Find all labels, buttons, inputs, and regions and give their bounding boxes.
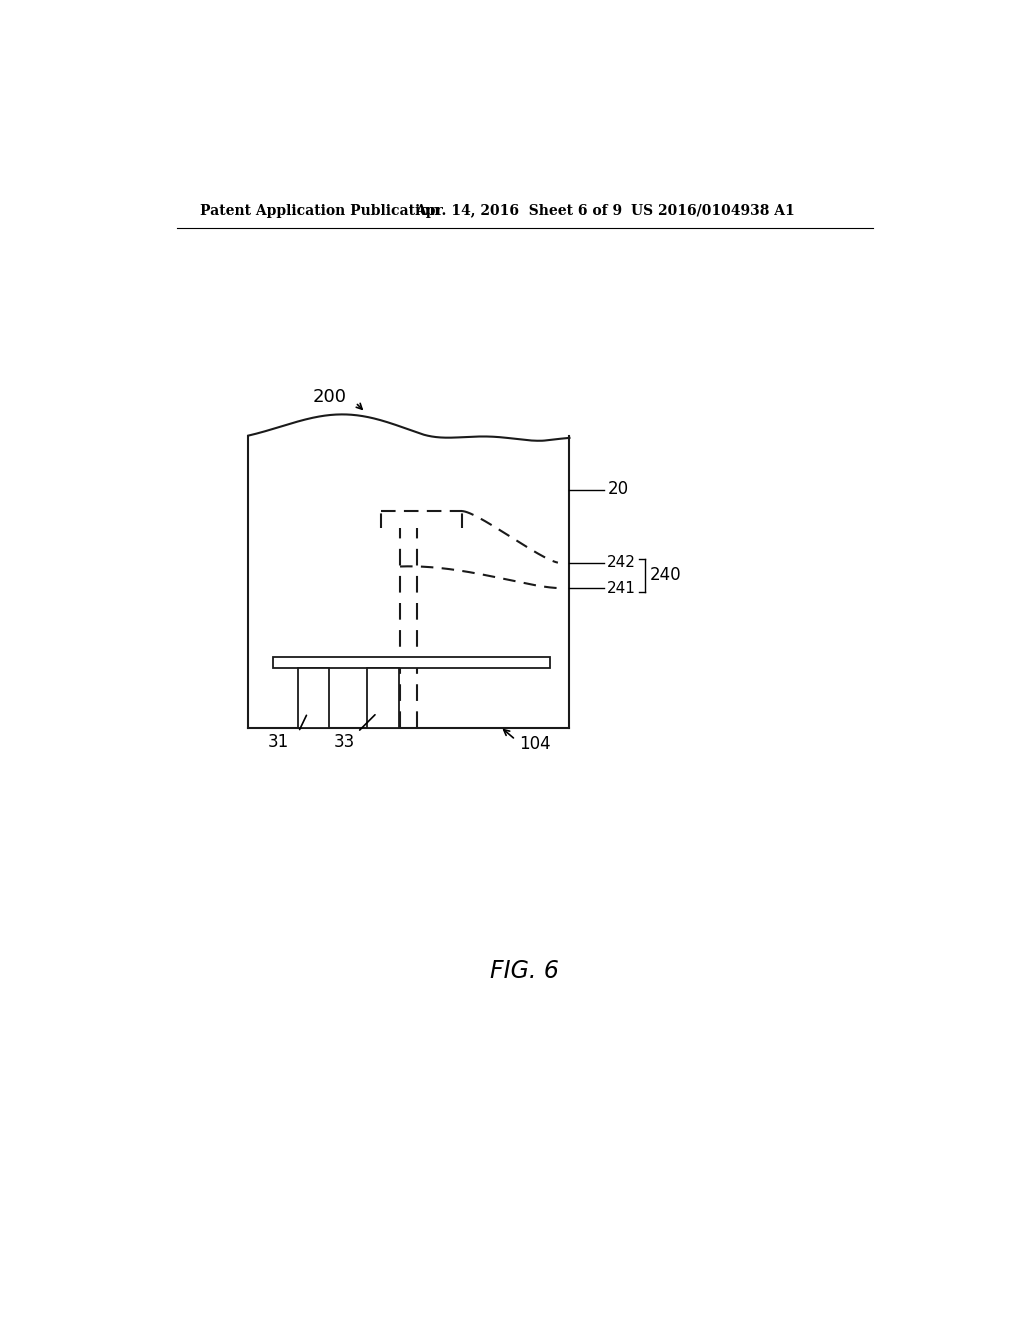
Text: 20: 20 xyxy=(608,480,629,499)
Text: FIG. 6: FIG. 6 xyxy=(490,958,559,983)
Text: 242: 242 xyxy=(606,556,635,570)
Bar xyxy=(367,668,398,729)
Text: Patent Application Publication: Patent Application Publication xyxy=(200,203,439,218)
Text: 33: 33 xyxy=(334,733,355,751)
Text: Apr. 14, 2016  Sheet 6 of 9: Apr. 14, 2016 Sheet 6 of 9 xyxy=(416,203,623,218)
Text: 31: 31 xyxy=(267,733,289,751)
Bar xyxy=(273,656,550,668)
Text: US 2016/0104938 A1: US 2016/0104938 A1 xyxy=(631,203,795,218)
Text: 240: 240 xyxy=(649,566,681,585)
Text: 241: 241 xyxy=(606,581,635,595)
Text: 200: 200 xyxy=(312,388,346,407)
Text: 104: 104 xyxy=(519,735,551,752)
Bar xyxy=(298,668,330,729)
